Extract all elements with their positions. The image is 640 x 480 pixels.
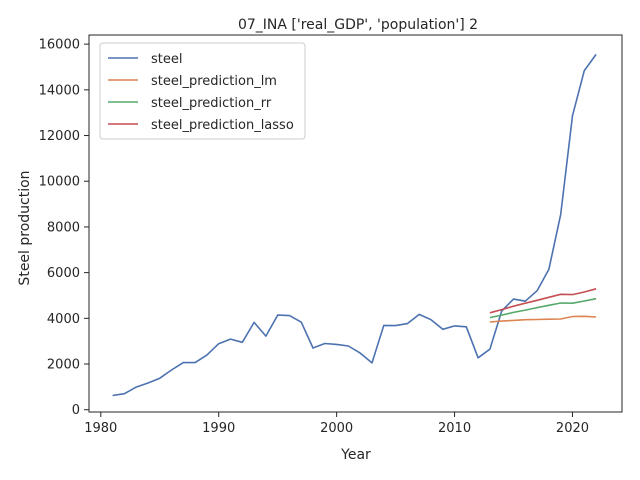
legend-box (99, 42, 306, 140)
x-tick-label: 1990 (202, 421, 235, 436)
x-tick-label: 2000 (320, 421, 353, 436)
series-line-steel (112, 53, 597, 397)
y-tick-label: 0 (72, 403, 80, 418)
series-line-steel_prediction_lm (489, 315, 597, 323)
plot-frame (88, 34, 623, 413)
y-axis-label: Steel production (17, 170, 33, 285)
legend-label-steel: steel (151, 52, 182, 67)
y-tick-label: 8000 (47, 220, 80, 235)
y-tick-label: 6000 (47, 266, 80, 281)
legend-label-steel_prediction_lm: steel_prediction_lm (151, 74, 277, 89)
x-tick-label: 2010 (438, 421, 471, 436)
chart-title: 07_INA ['real_GDP', 'population'] 2 (238, 17, 478, 33)
y-tick-label: 2000 (47, 358, 80, 373)
series-line-steel_prediction_rr (489, 297, 597, 319)
x-axis-label: Year (340, 447, 371, 463)
x-tick-label: 2020 (556, 421, 589, 436)
y-axis: 0 2000 4000 6000 8000 10000 12000 14000 16000 (39, 38, 89, 418)
legend-label-steel_prediction_rr: steel_prediction_rr (151, 96, 272, 111)
x-tick-label: 1980 (84, 421, 117, 436)
plot-lines (112, 53, 597, 397)
legend-label-steel_prediction_lasso: steel_prediction_lasso (151, 118, 294, 133)
y-tick-label: 4000 (47, 312, 80, 327)
y-tick-label: 12000 (39, 129, 80, 144)
y-tick-label: 10000 (39, 175, 80, 190)
legend: steel steel_prediction_lm steel_prediction… (99, 42, 306, 140)
x-axis: 1980 1990 2000 2010 2020 (84, 412, 589, 436)
y-tick-label: 16000 (39, 38, 80, 53)
series-line-steel_prediction_lasso (489, 288, 597, 314)
y-tick-label: 14000 (39, 83, 80, 98)
